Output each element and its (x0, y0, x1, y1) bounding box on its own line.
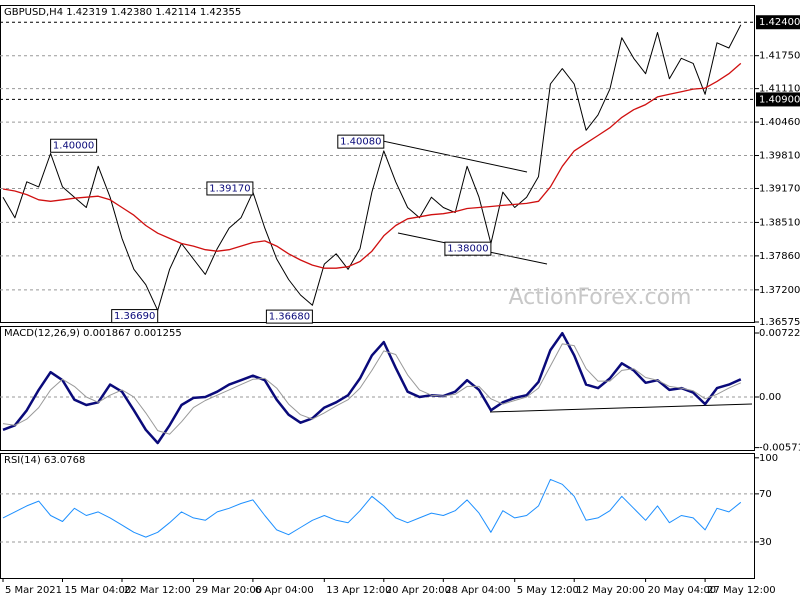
panel-frame (0, 453, 755, 579)
annotation-box (337, 134, 385, 149)
y-tick-label: 1.37860 (759, 251, 800, 262)
annotation-label: 1.39170 (209, 183, 250, 194)
x-tick-label: 13 Apr 12:00 (326, 585, 391, 596)
annotation-label: 1.40080 (340, 137, 381, 148)
y-tick-label: 1.38510 (759, 217, 800, 228)
y-tick-label: 0.007227 (759, 328, 800, 339)
level-label: 1.40900 (759, 94, 800, 105)
annotation-box (111, 309, 159, 324)
x-tick-label: 20 Apr 20:00 (386, 585, 451, 596)
y-tick-label: 1.37200 (759, 285, 800, 296)
panel-title: MACD(12,26,9) 0.001867 0.001255 (4, 328, 182, 339)
series-line (2, 478, 742, 538)
y-tick-label: 1.41110 (759, 84, 800, 95)
level-label-box (756, 92, 800, 107)
x-tick-label: 5 Mar 2021 (5, 585, 62, 596)
series-line (2, 62, 742, 269)
annotation-label: 1.36680 (269, 312, 310, 323)
annotation-box (206, 181, 254, 196)
x-tick-label: 27 May 12:00 (707, 585, 776, 596)
x-tick-label: 29 Mar 20:00 (195, 585, 262, 596)
y-tick-label: 1.41750 (759, 51, 800, 62)
panel-frame (0, 326, 755, 451)
x-tick-label: 12 May 20:00 (576, 585, 645, 596)
series-line (2, 343, 742, 435)
annotation-box (444, 241, 492, 256)
y-tick-label: 0.00 (759, 392, 781, 403)
annotation-box (265, 309, 313, 324)
series-line (2, 331, 742, 445)
y-tick-label: 1.39170 (759, 183, 800, 194)
support-line (489, 403, 753, 413)
annotation-box (50, 138, 98, 153)
y-tick-label: 1.39810 (759, 151, 800, 162)
series-line (2, 24, 742, 311)
annotation-label: 1.40000 (53, 141, 94, 152)
y-tick-label: -0.005714 (759, 443, 800, 454)
x-tick-label: 5 May 12:00 (517, 585, 579, 596)
level-label-box (756, 15, 800, 30)
y-tick-label: 100 (759, 453, 778, 464)
y-tick-label: 1.40460 (759, 117, 800, 128)
panel-title: GBPUSD,H4 1.42319 1.42380 1.42114 1.4235… (4, 7, 241, 18)
panel-title: RSI(14) 63.0768 (4, 455, 85, 466)
y-tick-label: 1.36575 (759, 317, 800, 328)
y-tick-label: 70 (759, 489, 772, 500)
x-tick-label: 20 May 04:00 (648, 585, 717, 596)
x-tick-label: 28 Apr 04:00 (445, 585, 510, 596)
x-tick-label: 22 Mar 12:00 (124, 585, 191, 596)
annotation-label: 1.36690 (114, 311, 155, 322)
x-tick-label: 6 Apr 04:00 (255, 585, 314, 596)
level-label: 1.42400 (759, 17, 800, 28)
y-tick-label: 30 (759, 537, 772, 548)
watermark: ActionForex.com (509, 285, 692, 310)
annotation-label: 1.38000 (447, 244, 488, 255)
x-tick-label: 15 Mar 04:00 (65, 585, 132, 596)
panel-frame (0, 5, 755, 323)
